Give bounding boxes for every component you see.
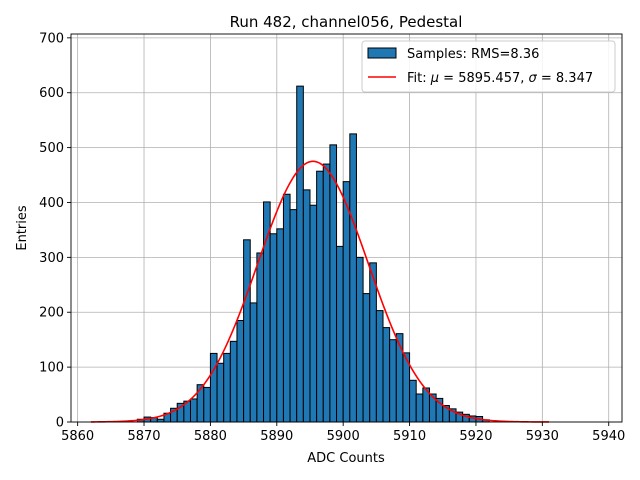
histogram-bar: [349, 133, 357, 423]
histogram-bar: [276, 228, 284, 423]
y-tick-label: 300: [39, 251, 64, 266]
histogram-bar: [269, 233, 278, 423]
histogram-bar: [362, 293, 371, 423]
x-tick-label: 5880: [194, 429, 227, 444]
legend-fit-label: Fit: μ = 5895.457, σ = 8.347: [407, 71, 593, 86]
y-tick-label: 100: [39, 361, 64, 376]
histogram-bar: [249, 302, 258, 423]
histogram-bar: [209, 352, 218, 423]
histogram-bar: [375, 310, 384, 423]
histogram-bar: [236, 319, 245, 423]
legend-samples-label: Samples: RMS=8.36: [407, 47, 539, 62]
fit-curve: [90, 160, 549, 423]
histogram-bar: [382, 327, 391, 423]
histogram-bar: [216, 362, 225, 423]
x-tick-label: 5930: [526, 429, 559, 444]
y-tick-label: 600: [39, 86, 64, 101]
histogram-bar: [336, 245, 344, 423]
histogram-bar: [369, 262, 377, 423]
histogram-bar: [203, 386, 211, 423]
histogram-bar: [322, 163, 331, 423]
histogram-bar: [316, 170, 324, 423]
histogram-bar: [289, 209, 298, 423]
x-tick-label: 5890: [260, 429, 293, 444]
histogram-bar: [189, 398, 198, 423]
histogram-bar: [389, 339, 397, 423]
y-axis-title: Entries: [15, 205, 30, 251]
legend-box: [361, 40, 616, 93]
histogram-bars: [136, 85, 490, 423]
x-tick-label: 5920: [459, 429, 492, 444]
y-tick-label: 700: [39, 31, 64, 46]
histogram-bar: [256, 252, 265, 423]
legend-samples-swatch: [367, 47, 397, 59]
y-tick-label: 500: [39, 141, 64, 156]
chart-title: Run 482, channel056, Pedestal: [230, 13, 463, 31]
histogram-bar: [329, 144, 338, 423]
y-tick-label: 400: [39, 196, 64, 211]
y-tick-label: 0: [56, 416, 64, 431]
plot-frame: [70, 33, 623, 423]
histogram-bar: [229, 340, 238, 423]
y-axis: 0 100 200 300 400 500 600 700: [39, 31, 71, 431]
x-tick-label: 5940: [592, 429, 625, 444]
histogram-bar: [409, 379, 417, 423]
histogram-bar: [223, 352, 231, 423]
histogram-bar: [342, 181, 351, 423]
x-tick-label: 5870: [127, 429, 160, 444]
x-tick-label: 5860: [61, 429, 94, 444]
legend: Samples: RMS=8.36 Fit: μ = 5895.457, σ =…: [361, 40, 616, 93]
x-axis-title: ADC Counts: [307, 451, 385, 466]
x-tick-label: 5910: [393, 429, 426, 444]
y-tick-label: 200: [39, 306, 64, 321]
histogram-bar: [415, 393, 424, 423]
histogram-bar: [263, 201, 271, 423]
histogram-bar: [243, 239, 251, 423]
x-tick-label: 5900: [327, 429, 360, 444]
histogram-bar: [302, 189, 311, 423]
histogram-bar: [196, 384, 205, 423]
histogram-bar: [309, 204, 318, 423]
histogram-bar: [296, 85, 304, 423]
histogram-bar: [355, 256, 364, 423]
x-axis: 5860 5870 5880 5890 5900 5910 5920 5930 5940: [61, 422, 625, 444]
histogram-bar: [282, 193, 291, 423]
